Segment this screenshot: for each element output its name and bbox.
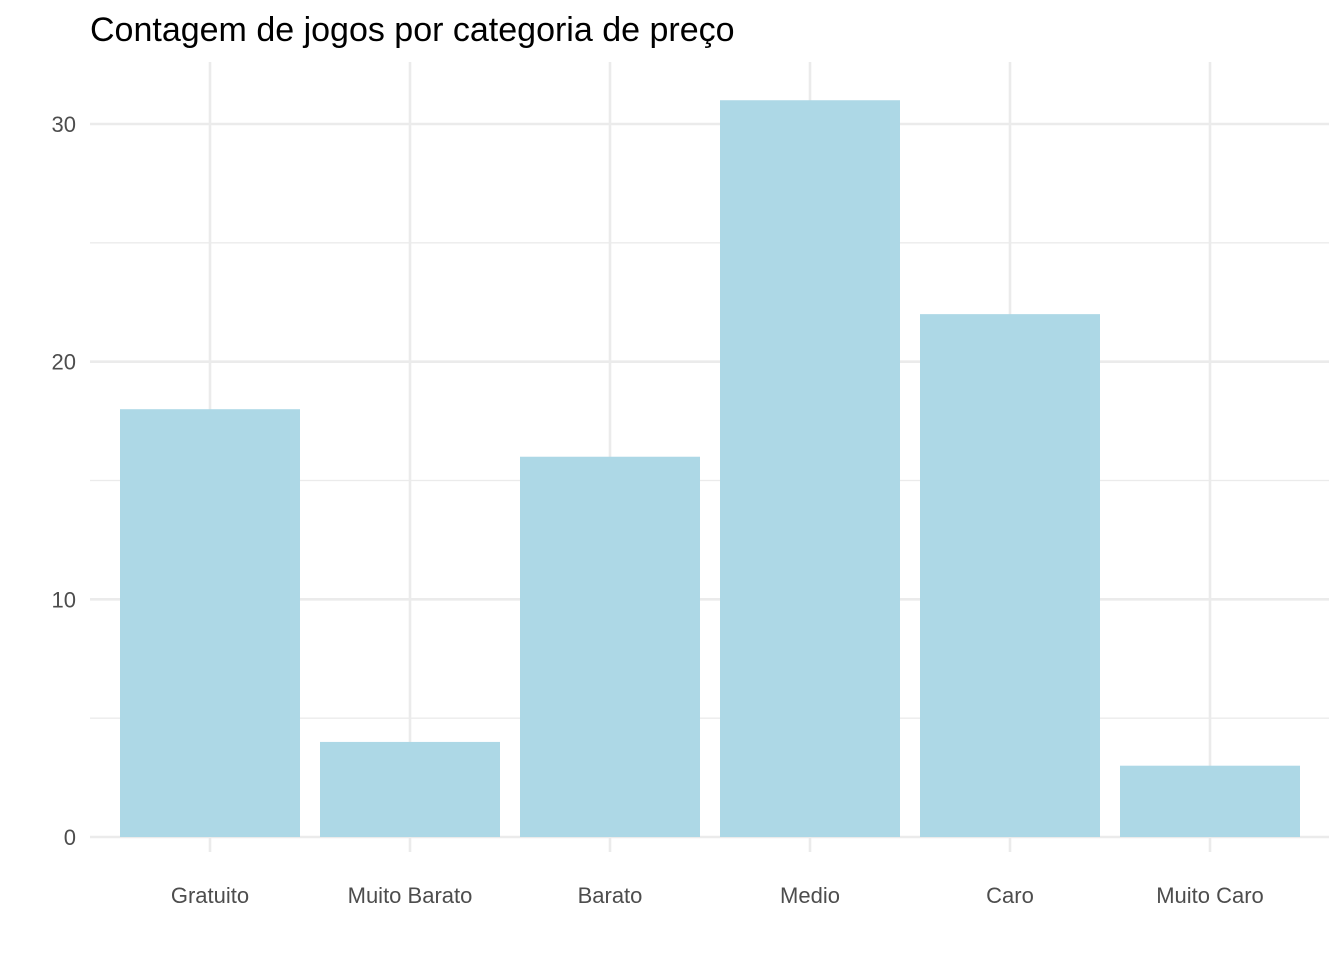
x-tick-label: Gratuito xyxy=(171,883,249,908)
y-tick-label: 30 xyxy=(52,112,76,137)
y-tick-label: 20 xyxy=(52,350,76,375)
bar-caro xyxy=(920,314,1100,838)
bar-barato xyxy=(520,456,700,837)
x-axis-tick-labels: Gratuito Muito Barato Barato Medio Caro Muito… xyxy=(171,883,1264,908)
y-tick-label: 0 xyxy=(64,825,76,850)
x-tick-label: Muito Barato xyxy=(348,883,473,908)
x-tick-label: Barato xyxy=(578,883,643,908)
y-axis-tick-labels: 0 10 20 30 xyxy=(52,112,76,850)
bar-muito-barato xyxy=(320,741,500,837)
x-tick-label: Medio xyxy=(780,883,840,908)
x-tick-label: Caro xyxy=(986,883,1034,908)
bar-gratuito xyxy=(120,409,300,837)
x-tick-label: Muito Caro xyxy=(1156,883,1264,908)
bars xyxy=(120,100,1300,838)
bar-muito-caro xyxy=(1120,765,1300,837)
bar-medio xyxy=(720,100,900,837)
chart-title: Contagem de jogos por categoria de preço xyxy=(90,11,735,49)
y-tick-label: 10 xyxy=(52,587,76,612)
